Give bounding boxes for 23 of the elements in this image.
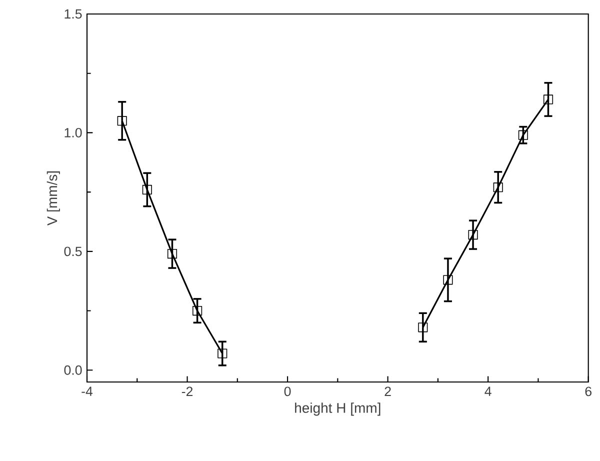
point bbox=[468, 230, 478, 240]
y-tick-label: 0.0 bbox=[64, 365, 82, 375]
x-tick-label: 4 bbox=[484, 386, 492, 396]
point bbox=[218, 348, 228, 358]
point bbox=[443, 275, 453, 285]
point bbox=[167, 248, 178, 259]
x-tick-label: 0 bbox=[284, 386, 291, 396]
x-tick-label: -4 bbox=[82, 386, 93, 396]
x-tick-label: 6 bbox=[585, 386, 592, 396]
x-tick-label: 2 bbox=[384, 386, 391, 396]
y-axis-title: V [mm/s] bbox=[46, 171, 60, 226]
point bbox=[142, 184, 152, 194]
y-tick-label: 1.5 bbox=[64, 9, 82, 19]
x-axis-title: height H [mm] bbox=[295, 402, 380, 416]
y-tick-label: 1.0 bbox=[64, 128, 82, 138]
y-tick-label: 0.5 bbox=[64, 246, 82, 256]
point bbox=[117, 116, 127, 126]
point bbox=[543, 94, 554, 104]
point bbox=[518, 130, 528, 140]
x-tick-label: -2 bbox=[182, 386, 193, 396]
point bbox=[418, 322, 428, 332]
point bbox=[493, 182, 503, 192]
point bbox=[192, 306, 202, 316]
